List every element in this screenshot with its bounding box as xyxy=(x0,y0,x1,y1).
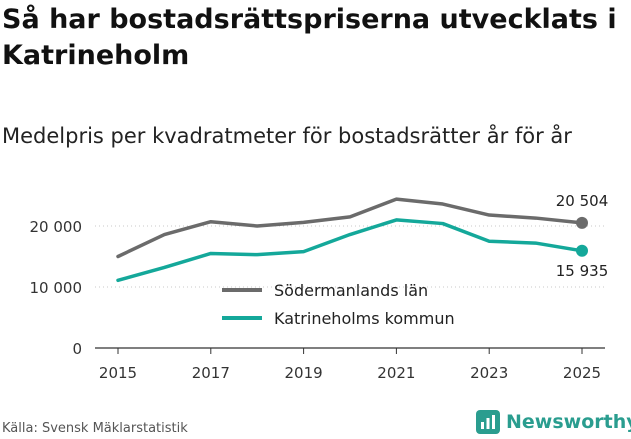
x-tick-label: 2019 xyxy=(285,364,323,382)
series-lines: 20 504 15 935 xyxy=(116,192,609,283)
x-tick-label: 2015 xyxy=(99,364,137,382)
x-axis-ticks: 2015 2017 2019 2021 2023 2025 xyxy=(99,348,601,382)
series-line-1 xyxy=(116,197,584,259)
bar-chart-icon xyxy=(476,410,500,434)
y-axis-ticks: 0 10 000 20 000 xyxy=(30,218,83,358)
data-label: 20 504 xyxy=(556,192,609,210)
data-label: 15 935 xyxy=(556,262,609,280)
brand-name: Newsworthy xyxy=(506,411,631,433)
series-end-point xyxy=(576,244,588,257)
x-tick-label: 2023 xyxy=(470,364,508,382)
series-end-point xyxy=(576,216,588,229)
brand-logo: Newsworthy xyxy=(476,410,631,434)
x-tick-label: 2021 xyxy=(377,364,415,382)
x-tick-label: 2025 xyxy=(563,364,601,382)
gridlines xyxy=(95,225,605,349)
y-tick-label: 0 xyxy=(72,340,82,358)
y-tick-label: 10 000 xyxy=(30,279,83,297)
x-tick-label: 2017 xyxy=(192,364,230,382)
series-line-2 xyxy=(116,218,584,283)
legend-label: Södermanlands län xyxy=(274,281,428,300)
legend-label: Katrineholms kommun xyxy=(274,309,455,328)
chart-subtitle: Medelpris per kvadratmeter för bostadsrä… xyxy=(2,124,572,148)
source-note: Källa: Svensk Mäklarstatistik xyxy=(2,421,188,436)
chart-title: Så har bostadsrättspriserna utvecklats i… xyxy=(2,4,617,71)
legend: Södermanlands län Katrineholms kommun xyxy=(222,281,455,328)
y-tick-label: 20 000 xyxy=(30,218,83,236)
